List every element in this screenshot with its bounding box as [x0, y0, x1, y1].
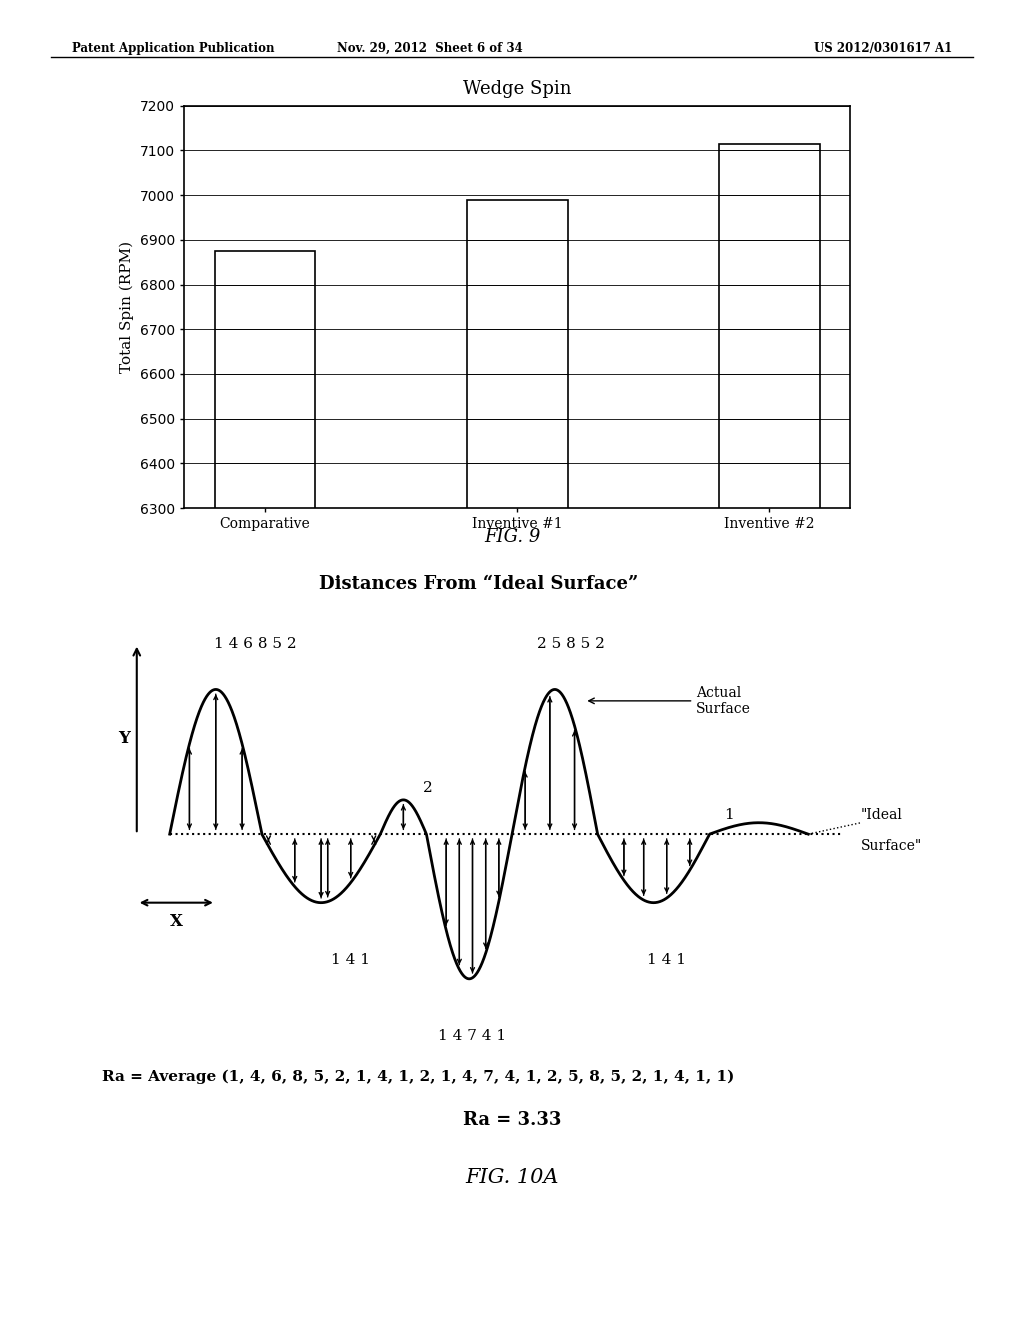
Text: Nov. 29, 2012  Sheet 6 of 34: Nov. 29, 2012 Sheet 6 of 34 — [337, 42, 523, 55]
Title: Wedge Spin: Wedge Spin — [463, 81, 571, 99]
Text: FIG. 10A: FIG. 10A — [465, 1168, 559, 1187]
Text: 1 4 1: 1 4 1 — [331, 953, 371, 966]
Text: FIG. 9: FIG. 9 — [483, 528, 541, 546]
Text: Y: Y — [118, 730, 130, 747]
Text: Surface": Surface" — [861, 838, 923, 853]
Text: Actual
Surface: Actual Surface — [589, 686, 752, 715]
Text: 2 5 8 5 2: 2 5 8 5 2 — [538, 636, 605, 651]
Bar — [467, 199, 567, 1320]
Y-axis label: Total Spin (RPM): Total Spin (RPM) — [120, 240, 134, 374]
Text: X: X — [170, 913, 182, 931]
Bar — [215, 251, 315, 1320]
Text: 1 4 7 4 1: 1 4 7 4 1 — [438, 1030, 507, 1043]
Text: Ra = 3.33: Ra = 3.33 — [463, 1111, 561, 1130]
Text: Patent Application Publication: Patent Application Publication — [72, 42, 274, 55]
Text: 1 4 6 8 5 2: 1 4 6 8 5 2 — [214, 636, 297, 651]
Text: Ra = Average (1, 4, 6, 8, 5, 2, 1, 4, 1, 2, 1, 4, 7, 4, 1, 2, 5, 8, 5, 2, 1, 4, : Ra = Average (1, 4, 6, 8, 5, 2, 1, 4, 1,… — [102, 1069, 735, 1084]
Text: "Ideal: "Ideal — [861, 808, 903, 822]
Text: US 2012/0301617 A1: US 2012/0301617 A1 — [814, 42, 952, 55]
Text: 2: 2 — [423, 781, 433, 796]
Bar — [719, 144, 819, 1320]
Text: 1 4 1: 1 4 1 — [647, 953, 686, 966]
Text: Distances From “Ideal Surface”: Distances From “Ideal Surface” — [319, 576, 639, 593]
Text: 1: 1 — [724, 808, 734, 822]
